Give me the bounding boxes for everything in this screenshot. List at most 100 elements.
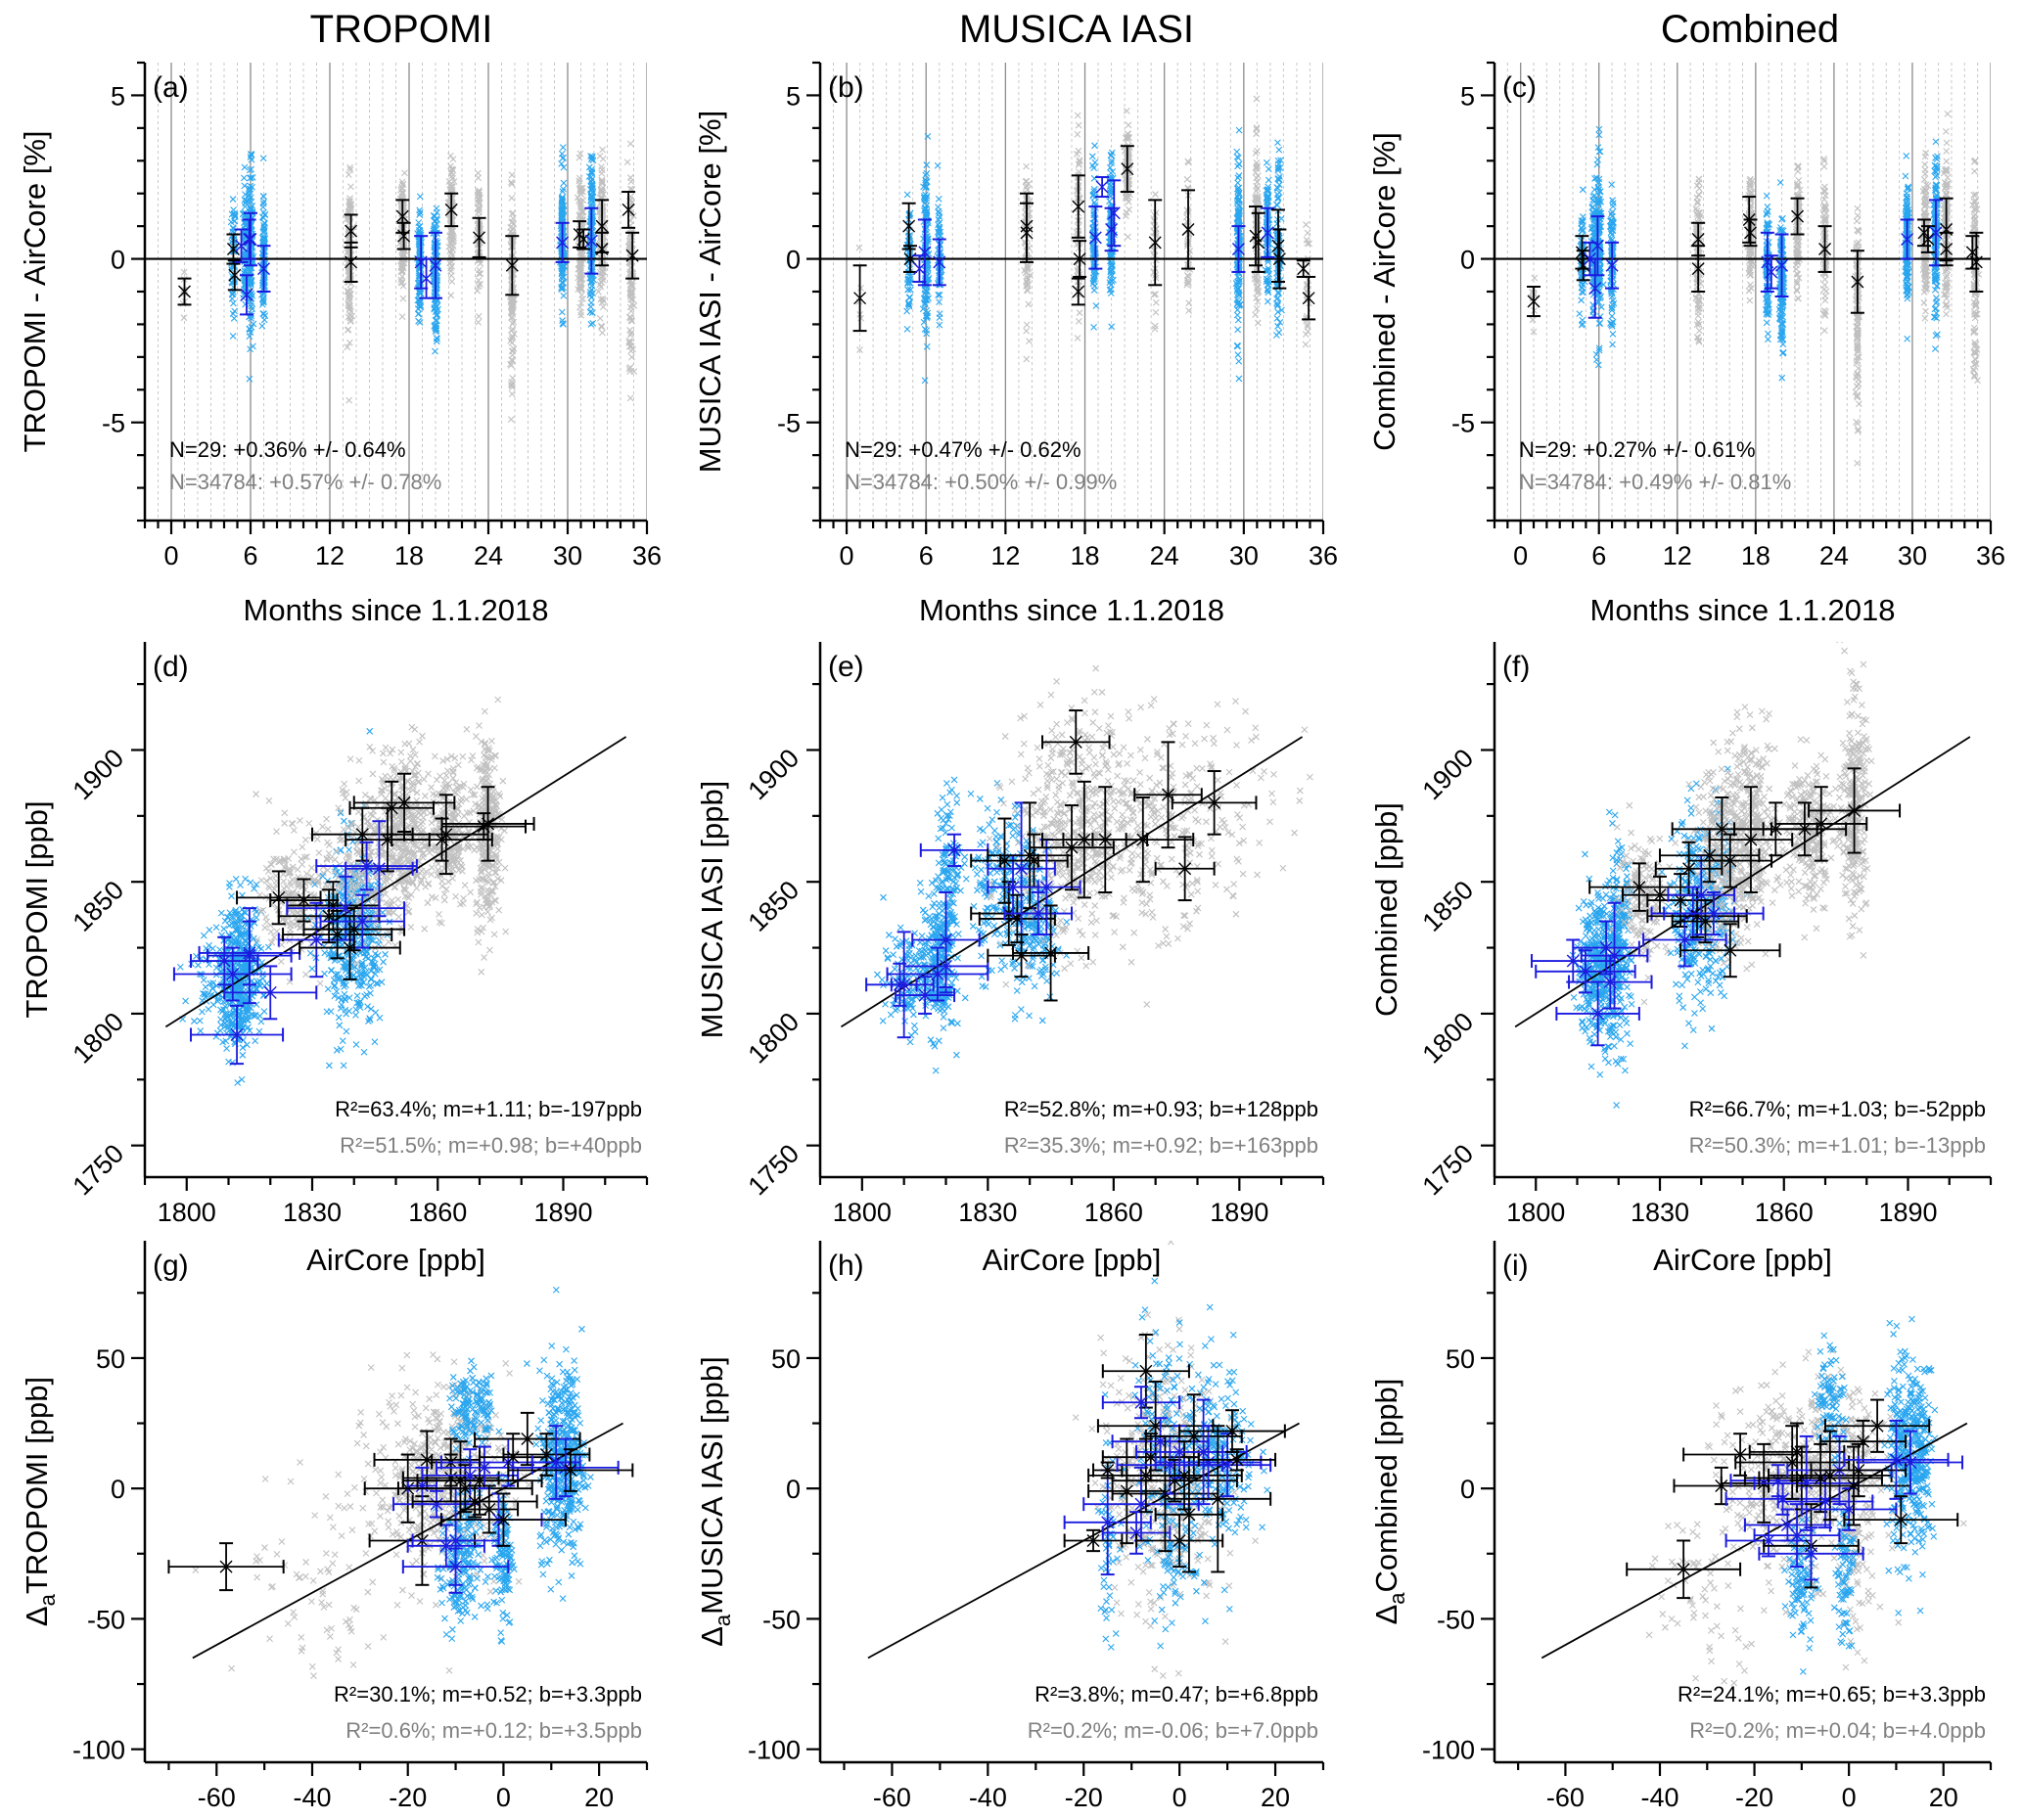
scatter-point [416, 208, 424, 216]
errorbar-marker [1251, 211, 1265, 273]
scatter-point [1854, 205, 1862, 212]
scatter-point [1822, 216, 1829, 224]
scatter-point [416, 193, 424, 201]
scatter-point [1253, 305, 1261, 312]
scatter-point [922, 179, 929, 187]
scatter-point [577, 311, 585, 319]
scatter-point [475, 318, 483, 326]
scatter-point [417, 302, 424, 310]
scatter-point [1609, 197, 1616, 205]
scatter-point [1748, 248, 1755, 255]
scatter-point [1821, 293, 1829, 299]
scatter-point [1274, 139, 1281, 147]
scatter-point [1185, 307, 1193, 314]
scatter-point [447, 272, 455, 280]
scatter-point [344, 343, 351, 351]
scatter-point [1264, 165, 1272, 173]
scatter-point [1793, 287, 1801, 295]
y-tick-label: 5 [786, 81, 801, 111]
scatter-point [1595, 125, 1603, 133]
scatter-point [1075, 264, 1082, 272]
column-title-tropomi: TROPOMI [309, 8, 493, 51]
panel-a: 0 6 12 18 24 30 36-505 (a)Months since 1.1.2018… [18, 61, 662, 627]
x-tick-label: 36 [632, 541, 662, 570]
scatter-point [1596, 148, 1604, 156]
scatter-point [589, 320, 597, 327]
scatter-point [1233, 214, 1241, 222]
marker-x [853, 292, 867, 305]
scatter-point [559, 210, 566, 217]
scatter-point [585, 173, 593, 180]
scatter-point [1778, 374, 1786, 382]
scatter-point [509, 384, 516, 391]
scatter-point [1607, 321, 1615, 329]
scatter-point [1778, 330, 1785, 338]
marker-x [397, 229, 411, 243]
scatter-point [229, 333, 237, 340]
scatter-point [1764, 207, 1771, 215]
scatter-point [509, 295, 517, 302]
y-tick-label: -5 [777, 409, 801, 438]
scatter-point [559, 279, 567, 287]
scatter-point [576, 260, 583, 268]
scatter-point [1108, 159, 1115, 167]
scatter-point [1233, 148, 1241, 156]
marker-x [257, 262, 270, 276]
errorbar-marker [1020, 202, 1034, 263]
scatter-point [599, 276, 607, 284]
scatter-point [1747, 285, 1755, 292]
scatter-point [1274, 165, 1282, 172]
marker-x [243, 233, 256, 247]
scatter-point [477, 270, 484, 278]
scatter-point [576, 188, 584, 195]
scatter-point [576, 150, 584, 158]
scatter-point [1274, 323, 1281, 330]
scatter-point [260, 310, 268, 318]
scatter-point [1820, 286, 1828, 294]
scatter-point [431, 224, 438, 232]
scatter-point [576, 266, 584, 274]
marker-x [1095, 180, 1109, 194]
marker-x [345, 224, 358, 238]
marker-x [473, 231, 486, 245]
scatter-point [1304, 240, 1311, 248]
scatter-point [1074, 130, 1081, 138]
scatter-point [855, 244, 863, 251]
marker-x [1072, 285, 1085, 298]
scatter-point [345, 290, 353, 297]
scatter-point [936, 310, 943, 318]
scatter-point [577, 213, 585, 221]
scatter-point [1091, 159, 1099, 166]
scatter-point [1234, 188, 1242, 195]
scatter-point [1765, 260, 1772, 268]
errorbar-marker [1095, 176, 1110, 199]
scatter-point [1235, 375, 1243, 383]
column-title-musica-iasi: MUSICA IASI [958, 8, 1195, 51]
x-tick-label: 30 [1229, 541, 1259, 570]
scatter-point [924, 309, 932, 317]
scatter-point [1306, 240, 1313, 248]
scatter-point [587, 192, 595, 200]
scatter-point [856, 346, 863, 353]
scatter-point [1779, 349, 1786, 357]
scatter-point [558, 159, 566, 167]
scatter-point [923, 161, 931, 168]
scatter-point [935, 207, 943, 215]
scatter-point [626, 331, 634, 339]
scatter-point [1254, 297, 1262, 305]
scatter-point [432, 325, 439, 333]
scatter-point [625, 313, 633, 321]
errorbar-marker [444, 192, 459, 228]
scatter-point [1185, 299, 1193, 307]
scatter-point [1183, 175, 1191, 183]
scatter-point [1234, 193, 1242, 201]
scatter-point [431, 304, 438, 311]
scatter-point [345, 326, 352, 334]
scatter-point [248, 299, 255, 307]
column-title-combined: Combined [1660, 8, 1840, 51]
scatter-point [229, 196, 237, 203]
scatter-point [1695, 338, 1703, 345]
scatter-point [1022, 269, 1030, 277]
scatter-point [1075, 147, 1082, 155]
scatter-point [627, 342, 635, 350]
